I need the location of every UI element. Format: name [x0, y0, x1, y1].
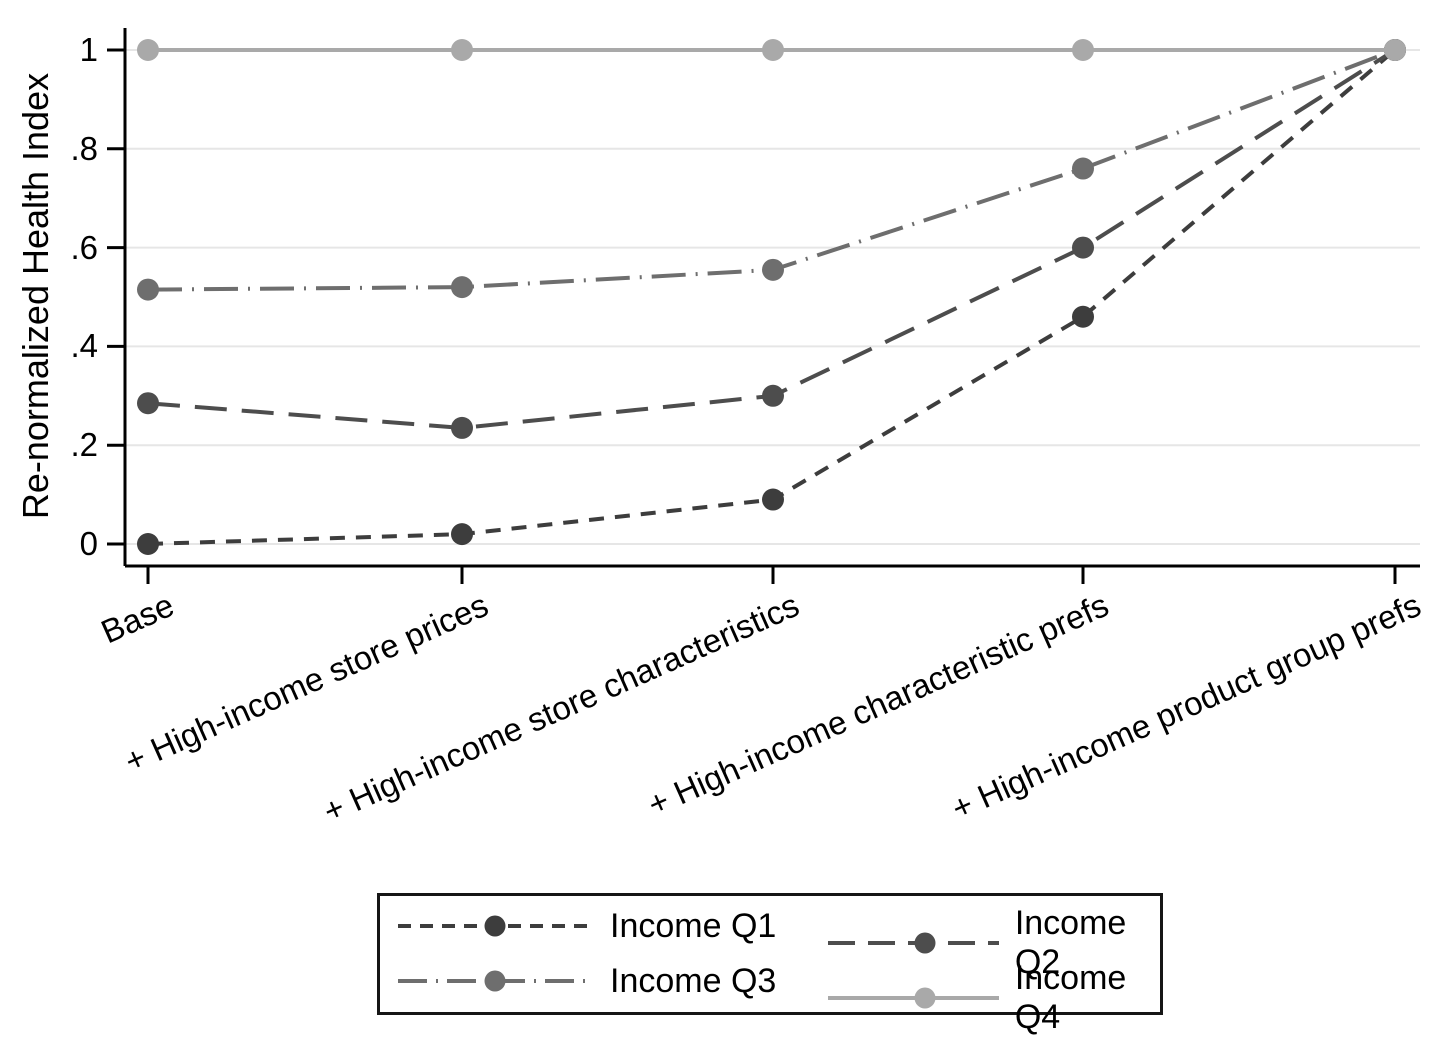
data-point-income-q4 — [1384, 39, 1406, 61]
y-axis-tick-label: .6 — [70, 228, 98, 266]
plot-area — [107, 28, 1420, 584]
legend-label: Income Q3 — [610, 961, 777, 1000]
legend-line-sample-q2 — [828, 932, 999, 954]
legend-item-income-q2: Income Q2 — [826, 904, 1160, 982]
data-point-income-q4 — [1072, 39, 1094, 61]
data-point-income-q3 — [137, 278, 159, 301]
y-axis-tick-label: .2 — [70, 426, 98, 464]
legend-item-income-q3: Income Q3 — [396, 959, 776, 1003]
data-point-income-q2 — [137, 392, 159, 415]
y-axis-tick-label: .8 — [70, 129, 98, 167]
legend-line-sample-q1 — [398, 915, 592, 937]
data-point-income-q3 — [762, 258, 784, 281]
data-point-income-q2 — [1072, 236, 1094, 259]
legend-label: Income Q1 — [610, 906, 777, 945]
data-point-income-q2 — [762, 384, 784, 407]
data-point-income-q1 — [451, 523, 473, 546]
legend-line-sample-q4 — [828, 987, 999, 1009]
data-point-income-q3 — [451, 276, 473, 299]
legend-sample-marker — [484, 970, 506, 992]
data-point-income-q2 — [451, 416, 473, 439]
data-point-income-q4 — [762, 39, 784, 61]
y-axis-tick-label: .4 — [70, 327, 98, 365]
y-axis-tick-label: 0 — [79, 525, 98, 562]
y-axis-tick-label: 1 — [79, 31, 98, 68]
legend-sample-marker — [914, 987, 936, 1009]
data-point-income-q4 — [137, 39, 159, 61]
series-line-income-q3 — [147, 48, 1396, 292]
legend-item-income-q4: Income Q4 — [826, 959, 1160, 1037]
series-line-income-q1 — [147, 48, 1397, 546]
data-point-income-q4 — [451, 39, 473, 61]
data-point-income-q1 — [137, 533, 159, 555]
legend-line-sample-q3 — [398, 970, 592, 992]
series-line-income-q2 — [147, 48, 1397, 430]
legend-sample-marker — [484, 915, 506, 937]
legend-label: Income Q2 — [1014, 904, 1127, 981]
data-point-income-q1 — [1072, 305, 1094, 328]
legend-sample-marker — [914, 932, 936, 954]
legend-label: Income Q4 — [1014, 959, 1127, 1036]
data-point-income-q3 — [1072, 157, 1094, 180]
legend-item-income-q1: Income Q1 — [396, 904, 776, 948]
legend: Income Q1 Income Q2 Income Q3 Income Q4 — [377, 893, 1163, 1036]
data-point-income-q1 — [762, 488, 784, 511]
